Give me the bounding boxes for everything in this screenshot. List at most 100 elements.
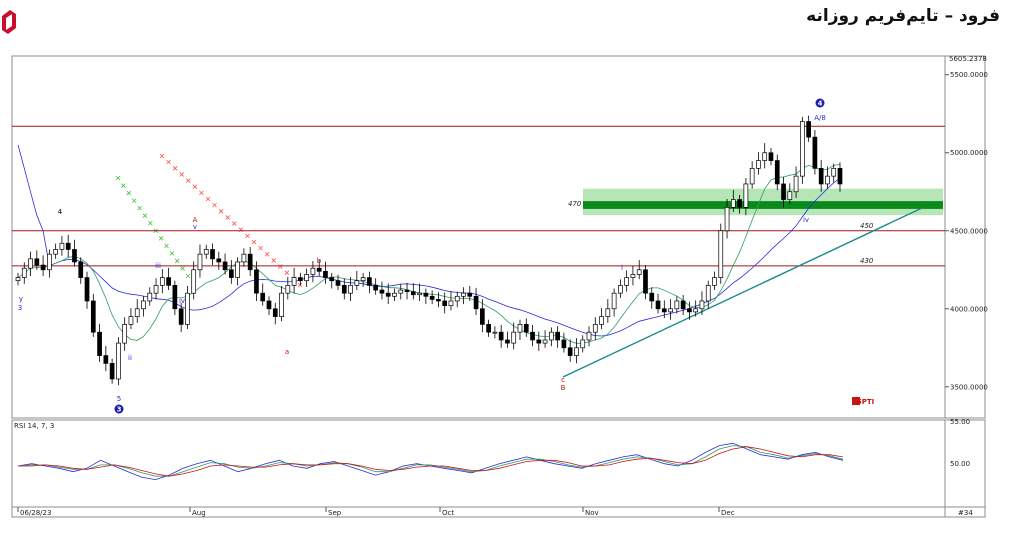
candle-body xyxy=(436,299,441,302)
candle-body xyxy=(687,308,692,313)
rsi-line xyxy=(17,445,844,477)
circled-wave-marker xyxy=(114,404,124,414)
green-x-marker xyxy=(158,236,164,241)
candle-body xyxy=(655,300,661,310)
candle-body xyxy=(34,258,40,266)
candle-body xyxy=(72,249,77,263)
candle-body xyxy=(636,269,642,275)
red-x-marker xyxy=(218,209,224,214)
time-tick-label: Sep xyxy=(328,509,342,517)
red-x-marker xyxy=(278,264,283,269)
candle-body xyxy=(360,277,366,282)
candle-body xyxy=(712,277,717,286)
candle-body xyxy=(410,291,416,296)
bar-count-label: #34 xyxy=(958,509,973,517)
candle-body xyxy=(592,324,598,333)
wave-label: b xyxy=(317,257,322,265)
green-x-marker xyxy=(174,258,180,264)
wave-label: 4 xyxy=(58,208,63,216)
candle-body xyxy=(498,331,504,341)
candle-body xyxy=(348,285,353,294)
candle-body xyxy=(762,152,768,161)
candle-body xyxy=(235,261,240,278)
candle-body xyxy=(542,339,548,344)
candle-body xyxy=(47,253,52,271)
candle-body xyxy=(624,277,630,286)
price-tick-label: 5000.0000 xyxy=(950,149,988,157)
candle-body xyxy=(730,199,736,208)
time-tick-label: 06/28/23 xyxy=(20,509,51,517)
support-zone-core xyxy=(583,201,943,209)
red-x-marker xyxy=(232,221,237,226)
wave-label: v xyxy=(193,223,197,231)
red-x-marker xyxy=(172,166,178,171)
candle-body xyxy=(737,199,742,208)
candle-body xyxy=(536,339,542,344)
candle-body xyxy=(467,292,473,297)
candle-body xyxy=(756,160,761,169)
candle-body xyxy=(392,292,397,297)
candle-body xyxy=(291,277,297,286)
candle-body xyxy=(549,331,554,341)
candle-body xyxy=(116,342,121,380)
candle-body xyxy=(423,292,429,297)
candle-body xyxy=(109,363,115,380)
candle-body xyxy=(21,267,27,278)
wave-label: y xyxy=(19,295,23,303)
logo-icon xyxy=(0,4,18,38)
circled-wave-label: 4 xyxy=(818,100,823,108)
candle-body xyxy=(228,269,234,278)
candle-body xyxy=(254,269,259,294)
circled-wave-marker xyxy=(815,98,825,108)
candle-body xyxy=(599,316,604,325)
price-tick-label: 3500.0000 xyxy=(950,383,988,391)
green-x-marker xyxy=(131,198,137,203)
red-x-marker xyxy=(271,258,276,263)
wave-label: A/8 xyxy=(814,114,826,122)
candle-body xyxy=(718,230,724,278)
candle-body xyxy=(65,242,71,250)
candle-body xyxy=(812,136,818,169)
price-tick-label: 4500.0000 xyxy=(950,227,988,235)
time-tick-label: Oct xyxy=(442,509,454,517)
candle-body xyxy=(134,308,140,317)
candle-body xyxy=(743,183,749,208)
wave-label: 3 xyxy=(18,304,22,312)
price-axis: 5605.2378 5500.0000 5000.0000 4500.0000 4000… xyxy=(945,55,988,391)
red-x-marker xyxy=(264,252,270,257)
candle-body xyxy=(241,253,247,263)
candle-body xyxy=(705,285,711,302)
red-x-marker xyxy=(179,172,184,177)
red-x-marker xyxy=(212,202,217,208)
candle-body xyxy=(517,324,523,333)
candle-body xyxy=(781,183,786,200)
candle-body xyxy=(159,277,165,286)
candle-body xyxy=(210,249,215,260)
candle-body xyxy=(837,167,843,185)
candle-body xyxy=(505,339,510,344)
candle-body xyxy=(185,292,190,325)
green-x-marker xyxy=(137,205,142,211)
wave-label: a xyxy=(285,348,289,356)
candle-body xyxy=(128,316,134,325)
candle-body xyxy=(479,308,485,325)
candle-body xyxy=(787,191,793,200)
wave-label: c xyxy=(561,376,565,384)
candle-body xyxy=(749,167,755,185)
candle-body xyxy=(674,300,680,310)
candle-body xyxy=(473,295,479,310)
candle-body xyxy=(417,292,422,296)
candle-body xyxy=(385,292,391,297)
rsi-line xyxy=(18,446,844,477)
candle-body xyxy=(197,253,203,271)
candle-body xyxy=(279,292,284,317)
candle-body xyxy=(398,289,404,294)
candle-body xyxy=(800,121,805,177)
candle-body xyxy=(611,292,617,310)
wave-label: B xyxy=(561,384,566,392)
bar-count-frame xyxy=(944,506,986,518)
uptrend-line xyxy=(562,207,923,378)
red-x-marker xyxy=(166,159,171,165)
